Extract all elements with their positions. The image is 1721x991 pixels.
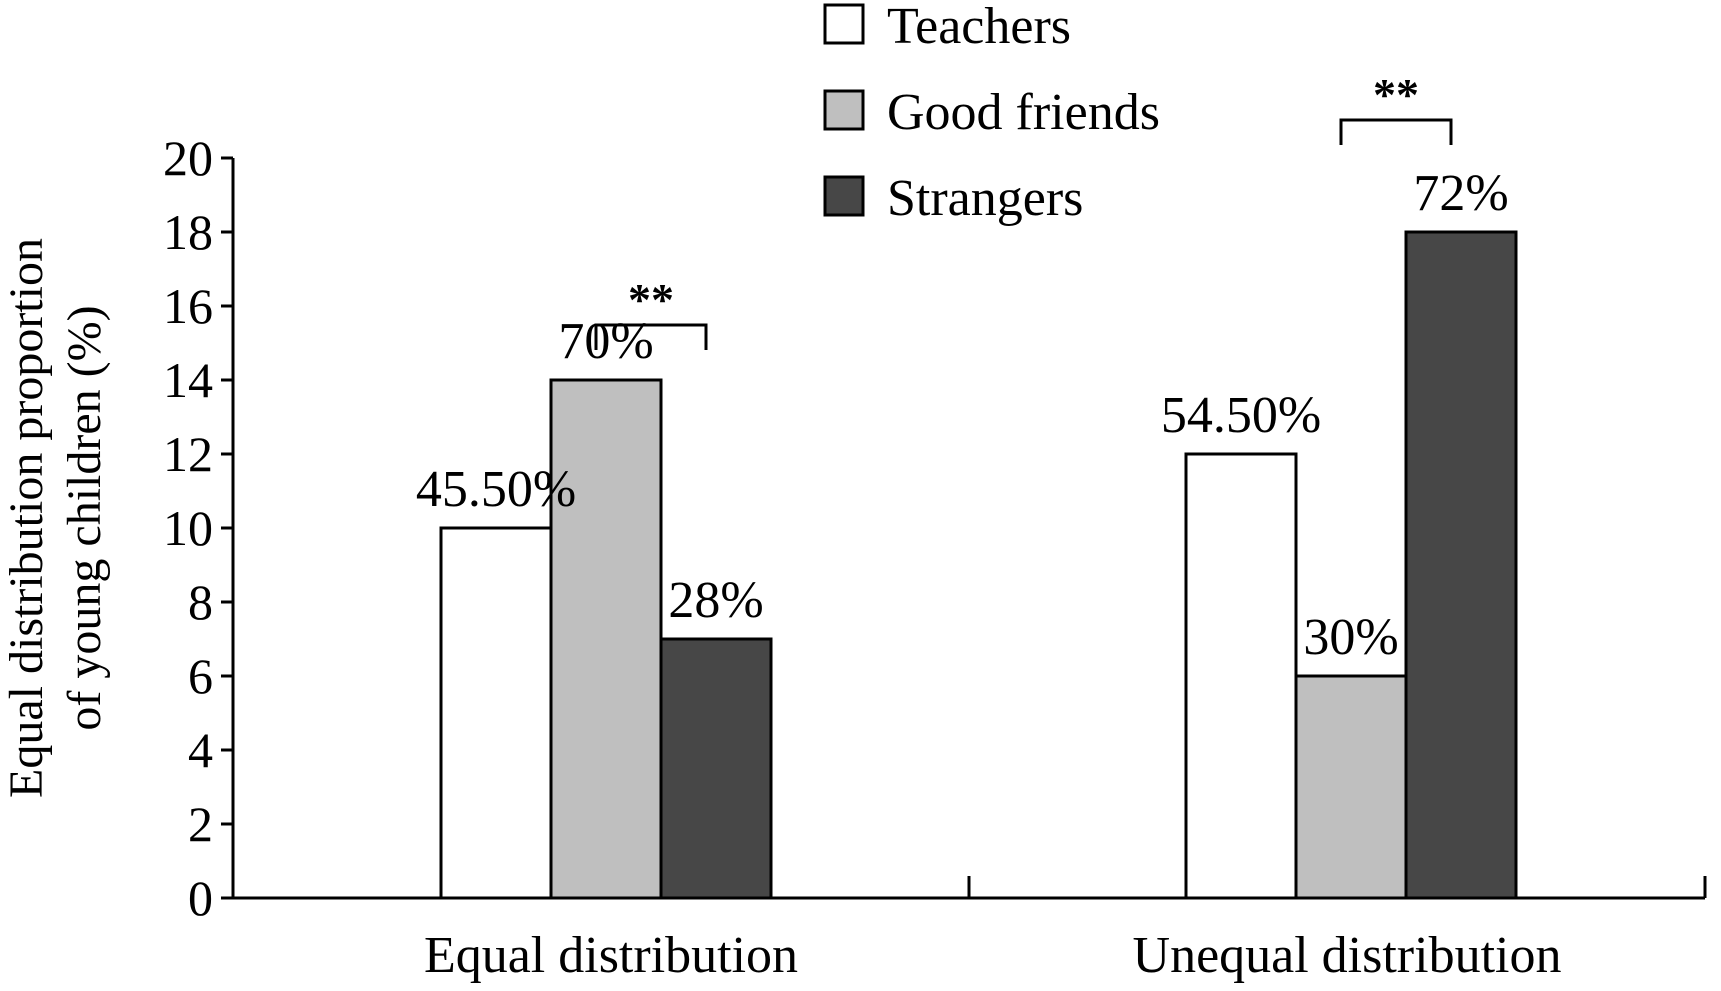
bar [1404, 230, 1518, 900]
legend-label: Good friends [887, 84, 1160, 141]
y-tick-label: 0 [188, 870, 213, 926]
legend-swatch [823, 3, 865, 45]
y-tick-label: 16 [163, 278, 213, 334]
significance-label: ** [628, 274, 674, 325]
legend-label: Strangers [887, 170, 1083, 227]
y-axis-title-line: of young children (%) [58, 305, 111, 730]
y-tick-label: 8 [188, 574, 213, 630]
y-tick-label: 4 [188, 722, 213, 778]
y-tick-label: 14 [163, 352, 213, 408]
y-tick-label: 10 [163, 500, 213, 556]
legend-label: Teachers [887, 0, 1071, 55]
y-axis-title: Equal distribution proportion of young ch… [0, 238, 111, 798]
legend-swatch [823, 89, 865, 131]
y-tick-label: 12 [163, 426, 213, 482]
bar [659, 637, 773, 900]
y-tick-label: 20 [163, 130, 213, 186]
y-tick-label: 6 [188, 648, 213, 704]
data-label: 54.50% [1161, 387, 1321, 444]
bar [1184, 452, 1298, 900]
bar [439, 526, 553, 900]
x-category-label: Equal distribution [424, 927, 798, 984]
data-label: 30% [1303, 609, 1398, 666]
data-label: 72% [1413, 165, 1508, 222]
data-label: 45.50% [416, 461, 576, 518]
bar [549, 378, 663, 900]
data-label: 70% [558, 313, 653, 370]
data-label: 28% [668, 572, 763, 629]
significance-bracket [1339, 118, 1453, 145]
y-tick-label: 18 [163, 204, 213, 260]
significance-label: ** [1373, 69, 1419, 120]
y-axis-title-line: Equal distribution proportion [0, 238, 53, 798]
bar [1294, 674, 1408, 900]
significance-bracket [594, 323, 708, 350]
y-tick-label: 2 [188, 796, 213, 852]
legend-swatch [823, 175, 865, 217]
x-category-label: Unequal distribution [1133, 927, 1562, 984]
